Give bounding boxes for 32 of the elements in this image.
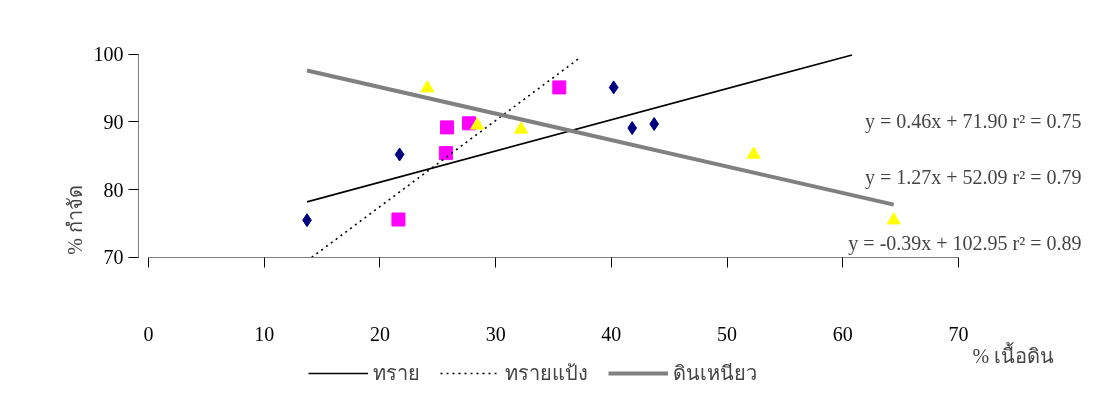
point xyxy=(470,117,485,130)
point xyxy=(627,121,638,136)
legend-label: ดินเหนียว xyxy=(673,361,757,386)
y-axis-title: % กำจัด xyxy=(63,185,86,255)
y-tick-label: 90 xyxy=(103,110,124,133)
x-tick-label: 70 xyxy=(948,323,969,346)
legend-label: ทราย xyxy=(373,361,420,386)
point xyxy=(886,212,901,225)
y-tick-label: 80 xyxy=(103,178,124,201)
legend-label: ทรายแป้ง xyxy=(505,361,588,386)
y-tick-label: 100 xyxy=(93,43,124,66)
annotation: y = 0.46x + 71.90 r² = 0.75 xyxy=(865,110,1082,134)
point xyxy=(394,147,405,162)
annotation: y = 1.27x + 52.09 r² = 0.79 xyxy=(865,166,1082,190)
annotation: y = -0.39x + 102.95 r² = 0.89 xyxy=(848,232,1082,256)
x-tick-label: 40 xyxy=(601,323,622,346)
x-tick-label: 10 xyxy=(254,323,275,346)
point xyxy=(514,121,529,134)
x-tick-label: 30 xyxy=(485,323,506,346)
point xyxy=(420,80,435,93)
point xyxy=(440,120,455,135)
point xyxy=(746,146,761,159)
x-tick-label: 20 xyxy=(369,323,390,346)
y-tick-label: 70 xyxy=(103,246,124,269)
point xyxy=(391,212,406,227)
x-tick-label: 50 xyxy=(717,323,738,346)
point xyxy=(438,146,453,161)
point xyxy=(552,80,567,95)
x-axis-title: % เนื้อดิน xyxy=(972,342,1055,368)
x-tick-label: 60 xyxy=(832,323,853,346)
x-tick-label: 0 xyxy=(143,323,154,346)
point xyxy=(608,80,619,95)
